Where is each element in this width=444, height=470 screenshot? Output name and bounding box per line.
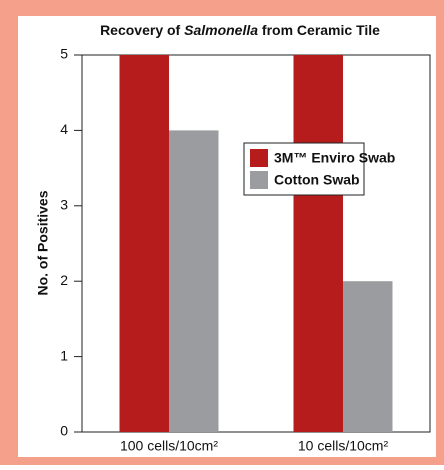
legend-swatch	[250, 171, 268, 189]
y-tick-label: 3	[60, 197, 68, 213]
title-part: from Ceramic Tile	[262, 22, 380, 38]
legend-label: Cotton Swab	[274, 172, 360, 188]
title-part: Recovery of	[100, 22, 180, 38]
bar	[169, 130, 219, 432]
legend-label: 3M™ Enviro Swab	[274, 150, 395, 166]
x-tick-label: 100 cells/10cm²	[120, 438, 218, 454]
bar	[119, 55, 169, 432]
y-tick-label: 5	[60, 46, 68, 62]
y-tick-label: 0	[60, 423, 68, 439]
y-axis-label: No. of Positives	[35, 190, 51, 295]
chart-title: Recovery of Salmonella from Ceramic Tile	[100, 22, 380, 38]
x-tick-label: 10 cells/10cm²	[298, 438, 389, 454]
title-part: Salmonella	[184, 22, 258, 38]
y-tick-label: 4	[60, 121, 68, 137]
legend-swatch	[250, 149, 268, 167]
bar	[343, 281, 393, 432]
bar	[293, 55, 343, 432]
plot-border	[81, 54, 431, 433]
y-tick-label: 2	[60, 272, 68, 288]
y-tick-label: 1	[60, 347, 68, 363]
